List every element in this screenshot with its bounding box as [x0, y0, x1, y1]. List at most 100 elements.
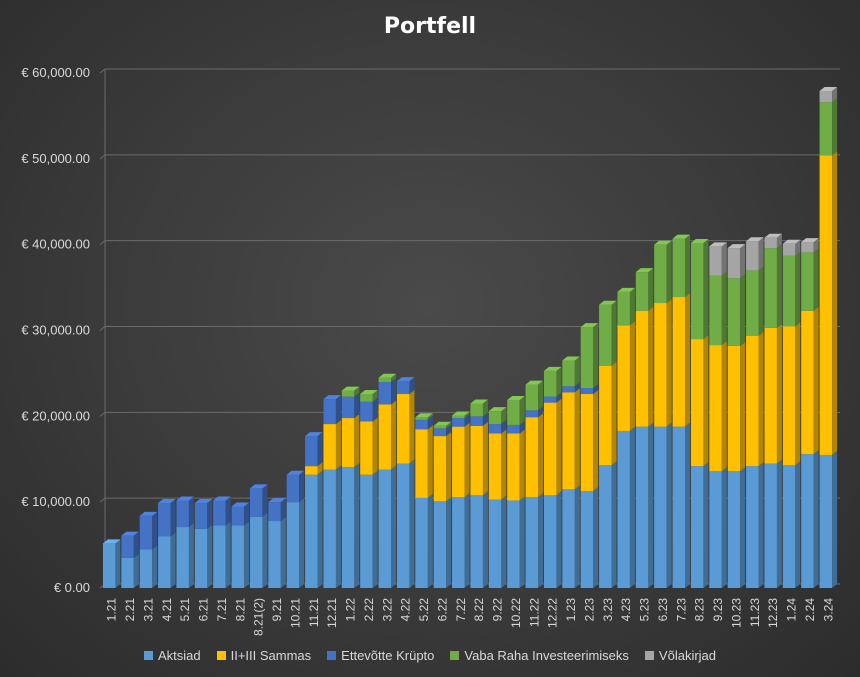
y-tick-label: € 0.00 — [54, 580, 90, 595]
x-tick-label: 2.21 — [123, 598, 137, 622]
x-tick-label: 1.24 — [785, 598, 799, 622]
bar-front — [801, 242, 814, 253]
bar-top — [305, 432, 323, 437]
bar-segment — [433, 432, 452, 502]
bar-segment — [488, 429, 507, 500]
bar-segment — [470, 421, 488, 496]
chart-plot: € 0.00 € 10,000.00 € 20,000.00 € 30,000.00 €… — [21, 65, 840, 636]
bar-segment — [764, 244, 782, 328]
bar-segment — [599, 361, 617, 466]
bar-side — [776, 323, 782, 464]
bar-front — [709, 275, 722, 346]
bar-top — [323, 395, 341, 400]
bar-side — [427, 413, 433, 420]
bar-side — [501, 420, 507, 434]
bar-front — [286, 474, 300, 503]
bar-segment — [782, 239, 801, 256]
bar-segment — [323, 465, 341, 588]
bar-top — [543, 366, 562, 371]
bar-top — [562, 356, 580, 361]
bar-side — [519, 420, 525, 434]
bar-front — [433, 436, 447, 502]
bar-segment — [727, 244, 746, 279]
x-tick-label: 9.22 — [491, 598, 505, 622]
bar-side — [427, 415, 433, 430]
bar-front — [378, 382, 392, 405]
bar-segment — [452, 414, 470, 427]
bar-side — [721, 467, 727, 588]
bar-segment — [305, 470, 323, 588]
x-tick-label: 8.21(2) — [252, 598, 266, 636]
bar-front — [102, 543, 116, 588]
bar-front — [341, 396, 355, 419]
bar-front — [746, 241, 759, 271]
bar-segment — [782, 322, 801, 466]
y-tick-label: € 30,000.00 — [21, 323, 90, 338]
bar-front — [176, 527, 189, 588]
bar-front — [690, 339, 704, 467]
chart-title: Portfell — [383, 14, 477, 39]
bar-side — [372, 397, 378, 422]
bar-front — [452, 426, 465, 498]
y-tick-label: € 50,000.00 — [21, 151, 90, 166]
bar-side — [538, 380, 544, 411]
bar-front — [452, 497, 465, 588]
bar-front — [415, 497, 428, 588]
legend-label: Võlakirjad — [658, 648, 717, 663]
bar-segment — [764, 323, 782, 464]
bar-front — [654, 303, 667, 427]
bar-segment — [470, 412, 488, 426]
bar-segment — [782, 251, 801, 327]
bar-front — [672, 297, 686, 427]
bar-segment — [470, 399, 488, 417]
bar-segment — [433, 421, 452, 429]
bar-side — [115, 539, 121, 588]
bar-side — [372, 417, 378, 475]
bar-segment — [746, 237, 764, 271]
bar-segment — [654, 422, 672, 588]
bar-front — [470, 403, 483, 417]
bar-front — [305, 436, 318, 467]
bar-segment — [488, 420, 507, 434]
bar-top — [194, 499, 213, 504]
bar-segment — [433, 497, 452, 588]
bar-segment — [286, 470, 305, 503]
bar-segment — [599, 461, 617, 588]
bar-front — [599, 465, 612, 588]
bar-top — [819, 87, 838, 92]
bar-side — [225, 521, 231, 588]
bar-side — [133, 553, 139, 588]
bar-front — [543, 402, 557, 496]
bar-side — [354, 392, 360, 419]
bar-side — [832, 98, 838, 156]
x-tick-label: 6.23 — [656, 598, 670, 622]
x-tick-label: 12.22 — [546, 598, 560, 628]
bar-top — [415, 413, 433, 418]
bar-top — [654, 240, 672, 245]
bar-side — [354, 462, 360, 588]
bar-side — [758, 237, 764, 271]
bar-side — [795, 239, 801, 256]
bar-segment — [746, 331, 764, 467]
bar-segment — [672, 422, 691, 588]
bar-segment — [543, 398, 562, 496]
x-tick-label: 5.21 — [178, 598, 192, 622]
bar-side — [391, 465, 397, 588]
x-tick-label: 11.22 — [527, 598, 541, 627]
bar-front — [139, 549, 153, 588]
bar-side — [427, 425, 433, 498]
x-tick-label: 3.24 — [821, 598, 835, 622]
bar-segment — [360, 417, 378, 475]
x-tick-label: 1.21 — [105, 598, 119, 622]
bar-segment — [543, 392, 562, 403]
bar-side — [354, 386, 360, 397]
bar-segment — [305, 462, 323, 475]
bar-side — [280, 517, 286, 588]
bar-top — [746, 237, 764, 242]
bar-segment — [249, 484, 268, 517]
bar-front — [525, 417, 539, 498]
bar-front — [121, 535, 134, 558]
bar-segment — [378, 400, 397, 470]
bar-segment — [341, 392, 360, 419]
bar-front — [249, 488, 263, 517]
